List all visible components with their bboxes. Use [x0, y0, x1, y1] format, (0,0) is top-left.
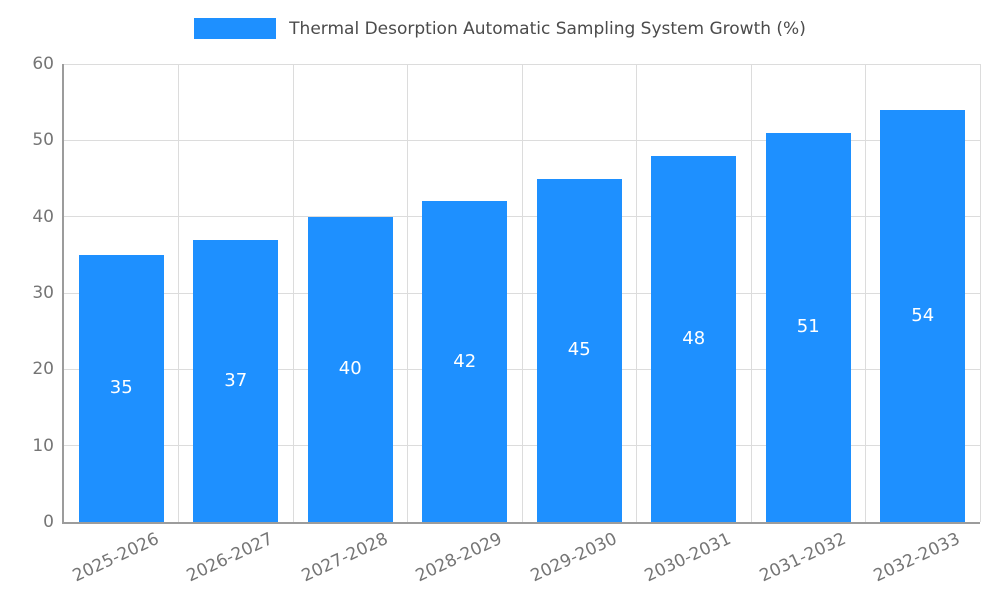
bar [765, 132, 851, 522]
x-tick-text: 2030-2031 [641, 529, 735, 587]
x-tick-text: 2027-2028 [298, 529, 391, 587]
y-tick-label: 30 [32, 283, 54, 303]
gridline-vertical [407, 64, 408, 522]
gridline-vertical [750, 64, 752, 522]
gridline-vertical [178, 64, 179, 522]
gridline-vertical [979, 64, 981, 522]
chart-legend: Thermal Desorption Automatic Sampling Sy… [0, 18, 1000, 39]
bar [422, 201, 508, 522]
chart-title: Thermal Desorption Automatic Sampling Sy… [289, 18, 806, 39]
legend-swatch [194, 18, 277, 39]
x-tick-text: 2025-2026 [69, 529, 162, 587]
x-tick-text: 2032-2033 [870, 529, 964, 587]
gridline-vertical [636, 64, 637, 522]
plot-area: 0 10 20 30 40 50 60 35 2025-2026 37 2026-2027 40 202… [32, 54, 981, 586]
bar [78, 254, 164, 522]
bar [651, 155, 737, 522]
x-tick-text: 2028-2029 [412, 529, 506, 587]
bar-value-label: 40 [338, 358, 362, 380]
bar [193, 239, 279, 522]
y-tick-label: 0 [43, 512, 54, 532]
x-tick-text: 2029-2030 [527, 529, 620, 587]
bar [880, 109, 966, 522]
bar-value-label: 45 [567, 339, 591, 361]
bar-value-label: 54 [911, 304, 935, 326]
y-tick-label: 50 [32, 130, 54, 151]
bar [307, 216, 393, 522]
y-tick-label: 20 [32, 359, 54, 380]
bar-value-label: 48 [682, 327, 706, 349]
y-tick-label: 60 [32, 54, 54, 74]
y-tick-label: 10 [32, 435, 54, 456]
gridline-vertical [292, 64, 294, 522]
bar [536, 178, 622, 522]
x-tick-text: 2026-2027 [183, 529, 277, 587]
bar-value-label: 37 [224, 369, 248, 391]
bar-value-label: 42 [453, 350, 477, 372]
y-tick-label: 40 [32, 206, 54, 227]
x-tick-text: 2031-2032 [756, 529, 849, 587]
gridline-vertical [865, 64, 866, 522]
gridline-vertical [521, 64, 523, 522]
bar-value-label: 35 [109, 377, 133, 399]
bar-value-label: 51 [796, 316, 820, 338]
